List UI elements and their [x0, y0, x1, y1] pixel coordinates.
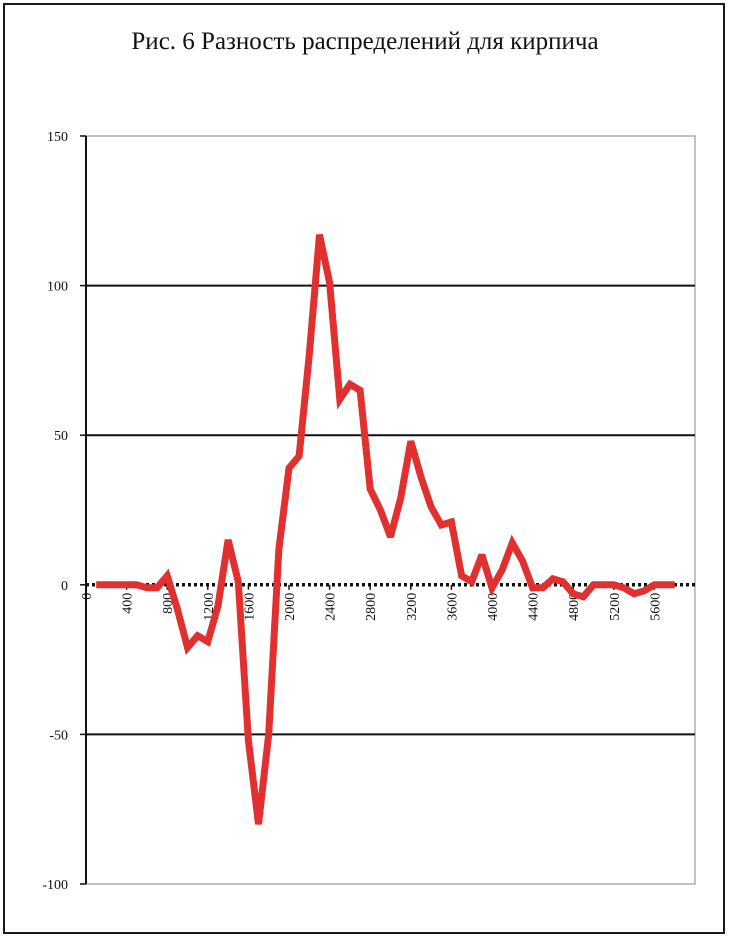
x-tick-label: 3600	[445, 593, 460, 621]
series-line	[96, 233, 675, 825]
x-tick-label: 5200	[608, 593, 623, 621]
y-tick-label: 150	[47, 130, 68, 145]
x-tick-label: 3200	[405, 593, 420, 621]
x-tick-label: 400	[121, 593, 136, 614]
y-tick-labels: -100 -50 0 50 100 150	[42, 130, 68, 893]
x-tick-label: 4000	[486, 593, 501, 621]
y-tick-label: 100	[47, 280, 68, 295]
series-group	[96, 233, 675, 825]
x-tick-label: 4400	[527, 593, 542, 621]
axes	[80, 135, 695, 885]
x-tick-label: 2000	[283, 593, 298, 621]
x-tick-label: 2400	[324, 593, 339, 621]
chart-frame	[3, 3, 725, 934]
x-tick-label: 2800	[364, 593, 379, 621]
plot-area-border	[85, 135, 696, 885]
grid-lines	[85, 135, 696, 885]
x-tick-label: 1600	[242, 593, 257, 621]
x-tick-label: 5600	[648, 593, 663, 621]
x-tick-labels: 0 400 800 1200 1600 2000 2400 2800 3200 3600 4000 4…	[80, 593, 663, 621]
x-tick-label: 0	[80, 593, 95, 600]
y-tick-label: 0	[61, 579, 68, 594]
x-tick-label: 4800	[567, 593, 582, 621]
y-tick-label: -100	[42, 878, 68, 893]
chart-title: Рис. 6 Разность распределений для кирпич…	[131, 28, 599, 55]
y-tick-label: 50	[54, 429, 68, 444]
y-tick-label: -50	[49, 728, 68, 743]
